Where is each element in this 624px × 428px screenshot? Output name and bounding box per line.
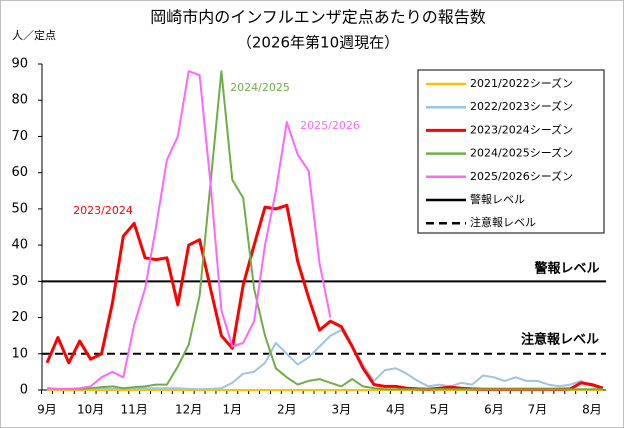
x-tick-label: 1月: [222, 403, 242, 417]
y-axis-label: 人／定点: [12, 28, 56, 42]
level-label: 注意報レベル: [521, 332, 599, 348]
x-tick-label: 6月: [484, 403, 504, 417]
x-tick-label: 10月: [77, 403, 104, 417]
y-tick-label: 30: [11, 274, 28, 289]
legend-label: 注意報レベル: [470, 215, 536, 229]
chart-title: 岡崎市内のインフルエンザ定点あたりの報告数: [150, 8, 486, 27]
x-tick-label: 5月: [430, 403, 450, 417]
y-tick-label: 50: [11, 201, 28, 216]
x-tick-label: 4月: [386, 403, 406, 417]
season-annotation: 2024/2025: [230, 81, 290, 94]
series-line: [46, 329, 604, 391]
x-tick-label: 7月: [528, 403, 548, 417]
legend-label: 2022/2023シーズン: [470, 99, 573, 113]
legend-label: 2023/2024シーズン: [470, 122, 573, 136]
legend-label: 2021/2022シーズン: [470, 76, 573, 90]
y-tick-label: 40: [11, 238, 28, 253]
y-tick-label: 0: [20, 383, 28, 398]
legend-label: 2024/2025シーズン: [470, 146, 573, 160]
y-tick-label: 10: [11, 346, 28, 361]
legend-label: 2025/2026シーズン: [470, 169, 573, 183]
season-annotation: 2025/2026: [300, 119, 360, 132]
x-tick-label: 12月: [175, 403, 202, 417]
chart-subtitle: （2026年第10週現在）: [237, 34, 399, 52]
y-tick-label: 70: [11, 129, 28, 144]
y-tick-label: 80: [11, 93, 28, 108]
legend-box: [417, 69, 605, 234]
x-tick-label: 11月: [121, 403, 148, 417]
x-tick-label: 8月: [582, 403, 602, 417]
x-tick-label: 9月: [37, 403, 57, 417]
y-tick-label: 60: [11, 165, 28, 180]
x-tick-label: 2月: [277, 403, 297, 417]
series-line: [46, 70, 603, 391]
y-tick-label: 90: [11, 57, 28, 72]
legend-label: 警報レベル: [470, 192, 525, 206]
season-annotation: 2023/2024: [73, 204, 133, 217]
series-line: [46, 70, 332, 390]
x-tick-label: 3月: [331, 403, 351, 417]
level-label: 警報レベル: [534, 261, 599, 277]
y-tick-label: 20: [11, 310, 28, 325]
